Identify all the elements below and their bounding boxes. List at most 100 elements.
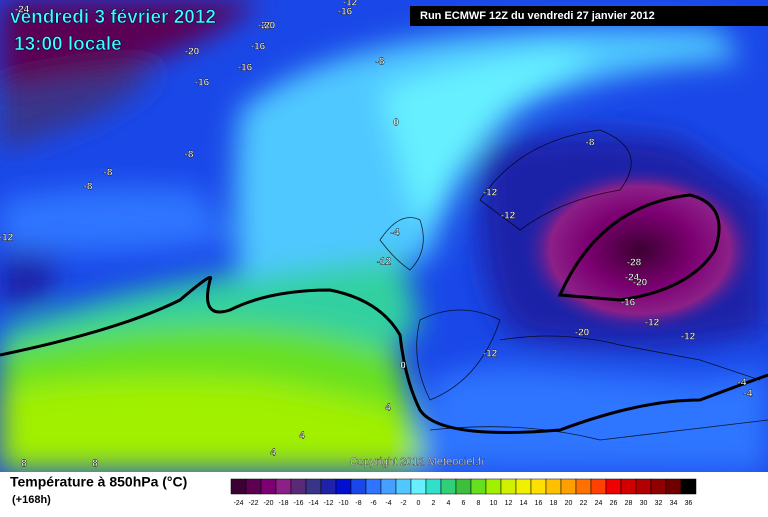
contour-label: -12 [0,233,14,244]
legend-swatch [425,478,442,495]
legend-swatch [320,478,337,495]
legend-label: -4 [385,500,391,507]
legend-swatch [515,478,532,495]
legend-label: -16 [293,500,303,507]
legend-swatch [680,478,697,495]
legend-label: -10 [338,500,348,507]
legend-swatch [560,478,577,495]
legend-label: 26 [610,500,618,507]
date: vendredi 3 février 2012 [10,7,216,28]
run-text: Run ECMWF 12Z du vendredi 27 janvier 201… [420,10,655,22]
legend-label: 4 [447,500,451,507]
legend-label: 36 [685,500,693,507]
legend-swatch [275,478,292,495]
contour-label: -12 [483,349,498,360]
legend-swatch [350,478,367,495]
legend-label: 10 [490,500,498,507]
contour-label: -12 [483,188,498,199]
legend-swatch [620,478,637,495]
legend-label: -12 [323,500,333,507]
legend-swatch [230,478,247,495]
legend-label: 6 [462,500,466,507]
contour-label: -20 [185,47,200,58]
legend-label: 2 [432,500,436,507]
contour-label: -24 [625,273,640,284]
legend-label: 16 [535,500,543,507]
legend-swatch [380,478,397,495]
legend-swatch [365,478,382,495]
legend-swatch [590,478,607,495]
legend-label: -22 [248,500,258,507]
legend-swatch [485,478,502,495]
legend-swatch [290,478,307,495]
legend-swatch [410,478,427,495]
legend-swatch [305,478,322,495]
legend-swatch [665,478,682,495]
contour-label: 0 [393,118,399,129]
legend-label: 0 [417,500,421,507]
contour-label: -24 [15,5,30,16]
contour-label: -12 [343,0,358,9]
contour-label: -16 [251,42,266,53]
contour-label: -4 [391,228,400,239]
legend-label: 30 [640,500,648,507]
legend-swatch [575,478,592,495]
contour-label: -20 [258,21,273,32]
contour-label: -20 [261,21,276,32]
contour-label: -16 [621,298,636,309]
contour-label: 4 [299,431,305,442]
legend-label: -2 [400,500,406,507]
legend: -24 -22 -20 -18 -16 -14 -12 -10 -8 -6 -4 -2 0 2 4 6 8 10 1… [230,478,697,507]
contour-label: -16 [338,7,353,18]
contour-label: 4 [385,403,391,414]
legend-label: -24 [233,500,243,507]
legend-swatch [605,478,622,495]
contour-label: -16 [195,78,210,89]
legend-label: -8 [355,500,361,507]
contour-label: 8 [92,459,98,470]
legend-swatch [635,478,652,495]
copyright: Copyright 2012 Meteociel.fr [350,456,485,468]
time: 13:00 locale [14,34,122,55]
contour-label: 0 [400,361,406,372]
legend-label: 28 [625,500,633,507]
contour-label: -20 [633,278,648,289]
contour-labels: -24-20-16-20-16-16-8-16-200-8-8-8-12-12-… [0,0,753,470]
legend-swatch [335,478,352,495]
legend-label: 14 [520,500,528,507]
legend-label: 22 [580,500,588,507]
legend-swatch [545,478,562,495]
legend-swatch [455,478,472,495]
legend-label: 18 [550,500,558,507]
legend-swatch [395,478,412,495]
contour-label: 4 [270,448,276,459]
contour-label: -16 [238,63,253,74]
contour-label: -12 [501,211,516,222]
contour-label: -20 [575,328,590,339]
contour-label: -4 [738,378,747,389]
contour-label: -8 [185,150,194,161]
footer-title: Température à 850hPa (°C) [10,474,187,490]
contour-label: -8 [104,168,113,179]
legend-swatch [500,478,517,495]
legend-label: -6 [370,500,376,507]
legend-label: 34 [670,500,678,507]
contour-label: -4 [744,389,753,400]
legend-label: 20 [565,500,573,507]
legend-label: 24 [595,500,603,507]
legend-swatch [470,478,487,495]
contour-label: -8 [586,138,595,149]
run-banner [410,6,768,26]
contour-label: -12 [377,257,392,268]
legend-swatch [530,478,547,495]
legend-label: 12 [505,500,513,507]
contour-label: -8 [376,57,385,68]
contour-label: -8 [84,182,93,193]
legend-label: -18 [278,500,288,507]
contour-label: -28 [627,258,642,269]
contour-label: 8 [21,459,27,470]
legend-swatch [260,478,277,495]
legend-label: 32 [655,500,663,507]
